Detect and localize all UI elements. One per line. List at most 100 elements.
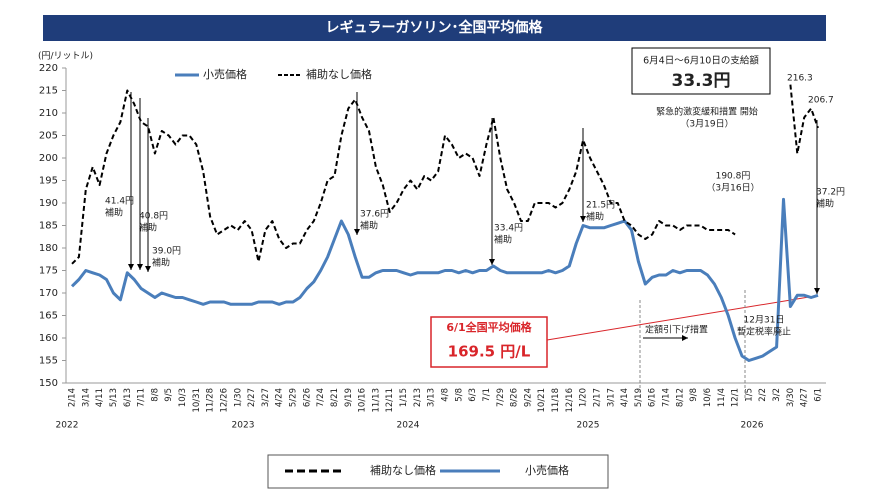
y-tick-label: 150 — [39, 378, 58, 389]
year-label: 2023 — [232, 421, 255, 431]
annotation: 緊急的激変緩和措置 開始 — [656, 106, 758, 118]
x-tick-label: 3/30 — [786, 388, 796, 407]
annotation: 190.8円 — [716, 171, 751, 182]
y-tick-label: 185 — [39, 221, 58, 232]
legend-label: 補助なし価格 — [306, 67, 372, 81]
annotation: 41.4円 — [105, 196, 134, 207]
x-tick-label: 3/27 — [261, 388, 271, 407]
arrow-head — [128, 264, 134, 270]
y-tick-label: 215 — [39, 86, 58, 97]
x-tick-label: 7/1 — [482, 388, 492, 402]
annotation: 補助 — [139, 222, 157, 234]
arrow-head — [682, 335, 688, 341]
x-tick-label: 12/1 — [731, 388, 741, 407]
x-tick-label: 7/11 — [137, 388, 147, 407]
x-tick-label: 7/29 — [496, 388, 506, 407]
x-tick-label: 1/30 — [233, 388, 243, 407]
price-caption: 6/1全国平均価格 — [446, 320, 532, 334]
annotation: 40.8円 — [139, 211, 168, 222]
annotation: 37.2円 — [816, 187, 845, 198]
arrow-head — [354, 229, 360, 235]
year-label: 2022 — [56, 421, 79, 431]
x-tick-label: 9/8 — [689, 388, 699, 402]
x-tick-label: 9/5 — [164, 388, 174, 402]
arrow-head — [145, 266, 151, 272]
x-tick-label: 6/13 — [123, 388, 133, 407]
x-tick-label: 10/21 — [537, 388, 547, 413]
payment-box — [631, 47, 771, 95]
y-tick-label: 210 — [39, 108, 58, 119]
x-tick-label: 11/18 — [551, 388, 561, 413]
x-tick-label: 9/24 — [523, 388, 533, 407]
y-tick-label: 160 — [39, 333, 58, 344]
y-tick-label: 155 — [39, 356, 58, 367]
year-label: 2024 — [397, 421, 420, 431]
series-line — [70, 197, 819, 362]
x-tick-label: 5/29 — [289, 388, 299, 407]
y-tick-label: 195 — [39, 176, 58, 187]
annotation: 21.5円 — [586, 200, 615, 211]
x-tick-label: 11/4 — [717, 388, 727, 407]
annotation: 補助 — [105, 207, 123, 219]
y-tick-label: 205 — [39, 131, 58, 142]
x-tick-label: 2/17 — [592, 388, 602, 407]
x-tick-label: 1/15 — [399, 388, 409, 407]
x-tick-label: 1/5 — [744, 388, 754, 402]
x-tick-label: 6/16 — [648, 388, 658, 407]
arrow-head — [814, 288, 820, 294]
annotation: 206.7 — [808, 96, 834, 106]
y-tick-label: 190 — [39, 198, 58, 209]
x-tick-label: 1/20 — [579, 388, 589, 407]
y-tick-label: 175 — [39, 266, 58, 277]
x-tick-label: 4/24 — [275, 388, 285, 407]
annotation: 12月31日 — [744, 315, 785, 326]
x-tick-label: 2/27 — [247, 388, 257, 407]
arrow-head — [137, 264, 143, 270]
annotation: 37.6円 — [360, 209, 389, 220]
annotation: 定額引下げ措置 — [645, 324, 708, 336]
x-tick-label: 5/8 — [454, 388, 464, 402]
y-tick-label: 220 — [39, 63, 58, 74]
annotation: 216.3 — [787, 74, 813, 84]
annotation: 補助 — [816, 198, 834, 210]
payment-caption: 6月4日～6月10日の支給額 — [643, 55, 759, 67]
x-tick-label: 11/28 — [206, 388, 216, 413]
price-pointer — [546, 295, 816, 341]
x-tick-label: 7/14 — [662, 388, 672, 407]
x-tick-label: 3/13 — [427, 388, 437, 407]
x-tick-label: 8/8 — [150, 388, 160, 402]
x-tick-label: 10/6 — [703, 388, 713, 407]
x-tick-label: 10/16 — [358, 388, 368, 413]
x-tick-label: 10/3 — [178, 388, 188, 407]
x-tick-label: 4/11 — [95, 388, 105, 407]
title-banner — [43, 15, 826, 41]
x-tick-label: 8/12 — [675, 388, 685, 407]
x-tick-label: 12/11 — [385, 388, 395, 413]
x-tick-label: 3/14 — [81, 388, 91, 407]
x-tick-label: 6/3 — [468, 388, 478, 402]
annotation: 暫定税率廃止 — [737, 326, 791, 338]
x-tick-label: 12/16 — [565, 388, 575, 413]
annotation: 33.4円 — [494, 223, 523, 234]
annotation: （3月16日） — [706, 183, 759, 194]
annotation: 補助 — [586, 211, 604, 223]
legend-label: 小売価格 — [525, 463, 569, 477]
price-value: 169.5 円/L — [448, 343, 531, 361]
x-tick-label: 5/13 — [109, 388, 119, 407]
annotation: 補助 — [152, 257, 170, 269]
x-tick-label: 5/19 — [634, 388, 644, 407]
x-tick-label: 2/2 — [758, 388, 768, 402]
x-tick-label: 2/14 — [68, 388, 78, 407]
y-unit: (円/リットル) — [38, 51, 93, 62]
legend-label: 補助なし価格 — [370, 463, 436, 477]
x-tick-label: 12/26 — [219, 388, 229, 413]
x-tick-label: 8/26 — [510, 388, 520, 407]
y-tick-label: 180 — [39, 243, 58, 254]
legend-label: 小売価格 — [203, 67, 247, 81]
x-tick-label: 10/31 — [192, 388, 202, 413]
arrow-head — [489, 259, 495, 265]
arrow-head — [580, 216, 586, 222]
annotation: 39.0円 — [152, 246, 181, 257]
annotation: 補助 — [360, 220, 378, 232]
